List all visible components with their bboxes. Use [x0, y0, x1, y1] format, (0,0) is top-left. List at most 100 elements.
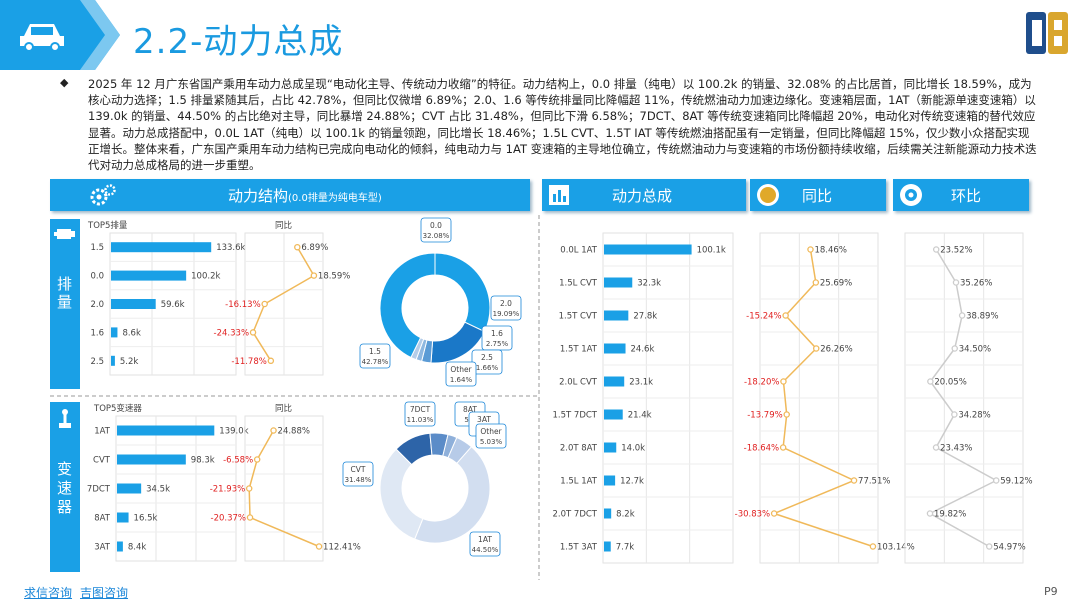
- sidebar-gearbox: 变速器: [50, 402, 80, 572]
- band-yoy-label: 同比: [802, 187, 833, 205]
- disp-bar-tick-label: 2.0: [90, 300, 104, 310]
- band-mom-label: 环比: [951, 187, 982, 205]
- band-powertrain-label: 动力总成: [612, 187, 673, 205]
- pt-yoy-data-label: 103.14%: [877, 543, 915, 553]
- pt-bar-tick-label: 1.5L CVT: [559, 279, 598, 289]
- pt-bar-data-label: 23.1k: [629, 378, 653, 388]
- pt-yoy-point: [807, 246, 814, 253]
- gear-donut-callout-value: 44.50%: [472, 546, 499, 554]
- disp-donut-callout-category: 0.0: [430, 221, 442, 230]
- gear-donut-callout-value: 31.48%: [345, 476, 372, 484]
- sidebar-displacement: 排量: [50, 219, 80, 389]
- pt-bar-bar: [604, 442, 617, 453]
- disp-yoy-data-label: 6.89%: [301, 243, 328, 253]
- summary-paragraph: 2025 年 12 月广东省国产乘用车动力总成呈现“电动化主导、传统动力收缩”的…: [88, 77, 1037, 173]
- pt-mom-point: [992, 477, 1000, 484]
- disp-bar-tick-label: 0.0: [90, 272, 104, 282]
- gear-bar-tick-label: 7DCT: [87, 485, 111, 495]
- pt-bar-bar: [604, 244, 692, 255]
- gear-bar-data-label: 8.4k: [128, 543, 147, 553]
- disp-bar-tick-label: 2.5: [90, 357, 104, 367]
- pt-mom-point: [985, 543, 993, 550]
- disp-donut-callout-value: 1.66%: [476, 364, 499, 372]
- pt-bar-data-label: 8.2k: [616, 510, 635, 520]
- pt-yoy-point: [812, 345, 820, 352]
- company-logo: [1026, 12, 1068, 54]
- gear-yoy-point: [246, 514, 254, 521]
- pt-mom-point: [926, 510, 934, 517]
- pt-mom-data-label: 23.52%: [940, 246, 972, 256]
- gear-icon: [90, 184, 116, 206]
- disp-bar-data-label: 5.2k: [120, 357, 139, 367]
- disp-donut-callout: [445, 361, 477, 387]
- gear-bar-bar: [117, 512, 129, 523]
- pt-bar-tick-label: 2.0T 8AT: [560, 444, 598, 454]
- pt-yoy-data-label: 26.26%: [820, 345, 852, 355]
- gear-bar-bar: [117, 541, 123, 552]
- disp-donut-callout-category: 1.5: [369, 347, 381, 356]
- pt-mom-data-label: 38.89%: [966, 312, 998, 322]
- pt-bar-data-label: 21.4k: [628, 411, 652, 421]
- pt-yoy-line: [771, 249, 874, 548]
- gear-yoy-data-label: -20.37%: [211, 514, 246, 524]
- gear-donut-callout-category: 1AT: [478, 535, 492, 544]
- gear-donut-callout-category: 8AT: [463, 405, 477, 414]
- gear-shift-icon: [59, 409, 71, 428]
- gear-bar-bar: [117, 425, 215, 436]
- gear-yoy-point: [245, 485, 253, 492]
- pt-mom-point: [932, 444, 940, 451]
- pt-mom-point: [932, 246, 940, 253]
- disp-yoy-data-label: -11.78%: [231, 357, 266, 367]
- pt-bar-data-label: 100.1k: [697, 246, 726, 256]
- disp-yoy-point: [310, 272, 318, 279]
- pt-bar-tick-label: 1.5T 1AT: [560, 345, 598, 355]
- band-mom: 环比: [893, 179, 1029, 211]
- gear-donut-slice: [379, 448, 424, 540]
- disp-donut-callout-category: 2.0: [500, 299, 512, 308]
- car-icon: [20, 24, 64, 52]
- band-structure: 动力结构(0.0排量为纯电车型): [50, 179, 530, 211]
- page-title: 2.2-动力总成: [133, 22, 344, 62]
- footer-link-jitu[interactable]: 吉图咨询: [80, 586, 129, 600]
- sidebar-gearbox-label: 变速器: [57, 460, 73, 516]
- gear-donut-callout: [469, 531, 501, 557]
- gear-yoy-data-label: 112.41%: [323, 543, 361, 553]
- pt-bar-bar: [604, 508, 612, 519]
- pt-yoy-point: [869, 543, 877, 550]
- pt-yoy-point: [783, 411, 790, 418]
- gear-bar-tick-label: 3AT: [94, 543, 111, 553]
- disp-yoy-point: [267, 357, 275, 365]
- sidebar-displacement-label: 排量: [57, 275, 73, 311]
- pt-bar-data-label: 32.3k: [637, 279, 661, 289]
- disp-bar-data-label: 8.6k: [122, 328, 141, 338]
- gear-bar-data-label: 16.5k: [134, 514, 158, 524]
- pt-yoy-point: [850, 477, 858, 484]
- disp-yoy-data-label: 18.59%: [318, 272, 350, 282]
- coin-icon: [757, 184, 779, 206]
- page-number: P9: [1044, 585, 1058, 598]
- pt-mom-data-label: 23.43%: [940, 444, 972, 454]
- disp-bar-bar: [111, 270, 187, 281]
- disp-yoy-data-label: -24.33%: [214, 328, 249, 338]
- disp-donut-callout: [420, 217, 452, 243]
- pt-yoy-point: [779, 444, 787, 451]
- pt-mom-data-label: 19.82%: [934, 510, 966, 520]
- bullet-marker: ◆: [60, 76, 69, 89]
- pt-yoy-data-label: 25.69%: [820, 279, 852, 289]
- band-yoy: 同比: [750, 179, 886, 211]
- pt-bar-data-label: 24.6k: [631, 345, 655, 355]
- gear-donut-callout: [475, 423, 507, 449]
- footer-link-qiuxin[interactable]: 求信咨询: [24, 586, 73, 600]
- gear-bar-bar: [117, 454, 186, 465]
- pt-mom-point: [958, 312, 966, 319]
- pt-mom-data-label: 34.28%: [958, 411, 990, 421]
- pt-bar-bar: [604, 541, 611, 552]
- gear-yoy-point: [253, 456, 261, 463]
- disp-bar-title: TOP5排量: [87, 220, 128, 231]
- pt-yoy-point: [770, 510, 778, 517]
- pt-mom-data-label: 59.12%: [1000, 477, 1032, 487]
- disp-bar-data-label: 100.2k: [191, 272, 220, 282]
- pt-yoy-data-label: -18.64%: [744, 444, 779, 454]
- pt-yoy-point: [812, 279, 820, 286]
- disp-donut-callout-category: 2.5: [481, 353, 493, 362]
